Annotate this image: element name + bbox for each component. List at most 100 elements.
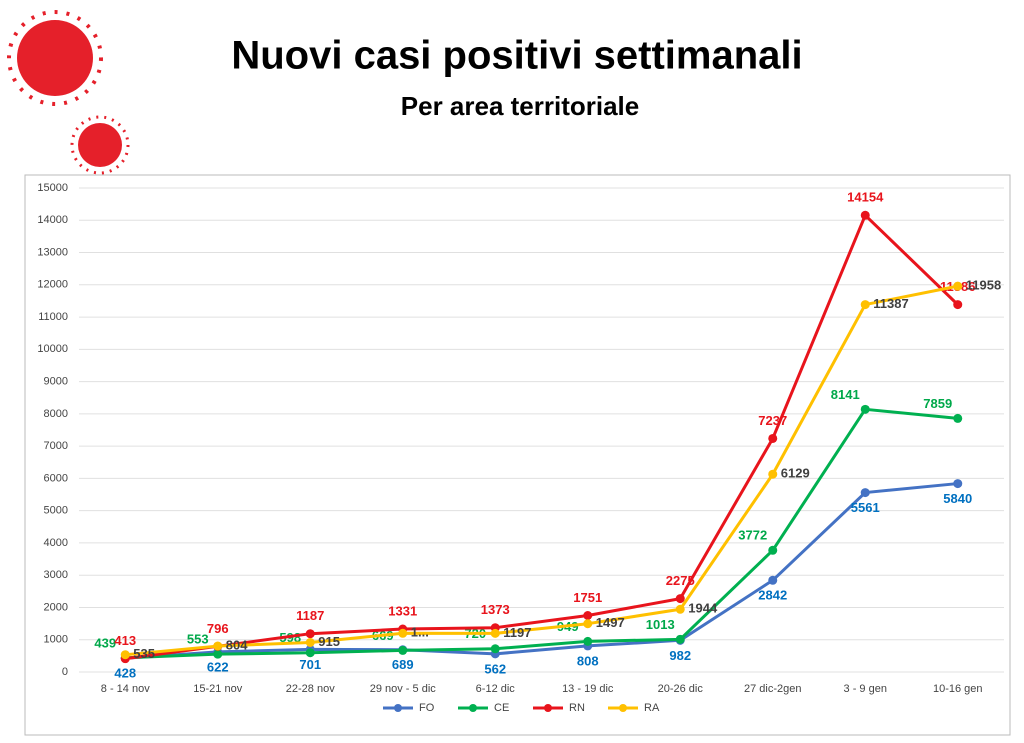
data-point: [120, 650, 130, 660]
y-tick-label: 14000: [37, 214, 68, 226]
y-tick-label: 11000: [38, 311, 68, 323]
data-point: [213, 649, 223, 659]
data-label: 428: [114, 666, 136, 681]
data-label: 1...: [411, 625, 429, 640]
data-label: 1944: [688, 601, 718, 616]
data-point: [675, 634, 685, 644]
x-tick-label: 13 - 19 dic: [562, 683, 614, 695]
virus-icon: [7, 10, 130, 175]
data-point: [583, 636, 593, 646]
data-label: 11387: [873, 296, 908, 311]
data-label: 796: [207, 621, 229, 636]
data-label: 701: [299, 657, 321, 672]
data-point: [398, 645, 408, 655]
data-point: [860, 488, 870, 498]
data-label: 7237: [758, 413, 787, 428]
data-label: 553: [187, 632, 209, 647]
data-label: 6129: [781, 466, 810, 481]
data-label: 7859: [923, 396, 952, 411]
data-point: [583, 611, 593, 621]
legend-label: RN: [569, 702, 585, 714]
data-label: 1013: [646, 617, 675, 632]
data-label: 915: [318, 634, 340, 649]
x-tick-label: 20-26 dic: [658, 683, 704, 695]
data-point: [768, 433, 778, 443]
y-tick-label: 9000: [44, 376, 68, 388]
data-label: 439: [94, 635, 116, 650]
data-point: [768, 545, 778, 555]
legend-marker: [619, 704, 627, 712]
data-point: [675, 604, 685, 614]
data-label: 562: [484, 661, 506, 676]
data-label: 982: [669, 648, 691, 663]
y-tick-label: 2000: [44, 601, 68, 613]
chart-subtitle: Per area territoriale: [401, 91, 639, 121]
series-line: [125, 407, 958, 660]
data-point: [860, 404, 870, 414]
data-point: [490, 644, 500, 654]
series-line: [125, 284, 959, 657]
legend-label: CE: [494, 702, 509, 714]
data-label: 689: [392, 657, 414, 672]
data-label: 1373: [481, 602, 510, 617]
data-label: 1751: [573, 590, 602, 605]
y-tick-label: 0: [62, 666, 68, 678]
chart-title: Nuovi casi positivi settimanali: [231, 34, 802, 78]
data-label: 1331: [388, 603, 417, 618]
y-tick-label: 3000: [44, 569, 68, 581]
data-point: [213, 641, 223, 651]
y-tick-label: 1000: [44, 634, 68, 646]
y-tick-label: 15000: [37, 182, 68, 194]
chart-frame: [24, 174, 1011, 736]
y-tick-label: 5000: [44, 505, 68, 517]
data-label: 2842: [758, 588, 787, 603]
y-tick-label: 12000: [37, 279, 68, 291]
legend-marker: [469, 704, 477, 712]
data-point: [305, 648, 315, 658]
data-point: [305, 637, 315, 647]
data-label: 14154: [847, 190, 884, 205]
data-label: 804: [226, 637, 248, 652]
data-label: 2275: [666, 573, 695, 588]
y-tick-label: 4000: [44, 537, 68, 549]
data-label: 535: [133, 646, 155, 661]
data-label: 1497: [596, 615, 625, 630]
legend-marker: [394, 704, 402, 712]
data-label: 808: [577, 653, 599, 668]
series-line: [125, 482, 958, 660]
y-tick-label: 7000: [44, 440, 68, 452]
x-tick-label: 15-21 nov: [193, 683, 242, 695]
y-tick-label: 13000: [37, 246, 68, 258]
x-tick-label: 8 - 14 nov: [101, 683, 150, 695]
data-point: [953, 300, 963, 310]
data-label: 8141: [831, 387, 860, 402]
data-point: [953, 413, 963, 423]
data-point: [953, 281, 963, 291]
x-tick-label: 22-28 nov: [286, 683, 335, 695]
data-label: 5840: [943, 491, 972, 506]
data-point: [583, 619, 593, 629]
legend-label: FO: [419, 702, 435, 714]
y-tick-label: 8000: [44, 408, 68, 420]
data-point: [953, 479, 963, 489]
data-label: 1187: [296, 608, 324, 623]
data-label: 413: [114, 633, 136, 648]
x-tick-label: 29 nov - 5 dic: [370, 683, 437, 695]
series-line: [125, 213, 959, 661]
data-point: [490, 628, 500, 638]
x-tick-label: 27 dic-2gen: [744, 683, 802, 695]
x-tick-label: 3 - 9 gen: [844, 683, 887, 695]
data-label: 1197: [503, 625, 531, 640]
data-label: 11958: [966, 278, 1001, 293]
data-label: 622: [207, 659, 229, 674]
data-label: 5561: [851, 500, 880, 515]
x-tick-label: 10-16 gen: [933, 683, 983, 695]
y-tick-label: 6000: [44, 472, 68, 484]
data-point: [860, 210, 870, 220]
data-point: [675, 594, 685, 604]
y-tick-label: 10000: [37, 343, 68, 355]
legend-marker: [544, 704, 552, 712]
legend-label: RA: [644, 702, 660, 714]
data-point: [860, 300, 870, 310]
